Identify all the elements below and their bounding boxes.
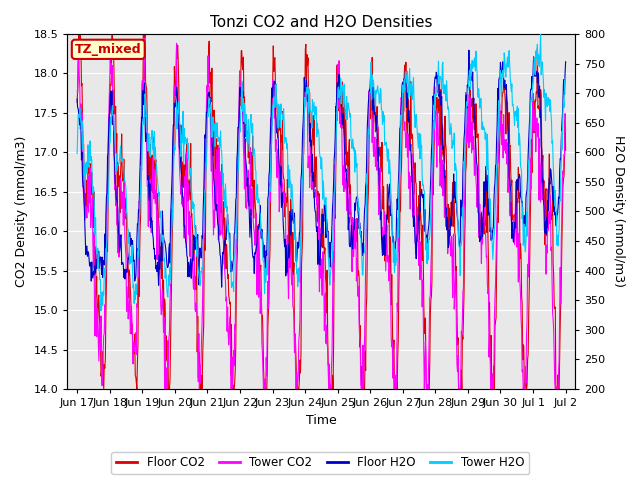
Y-axis label: CO2 Density (mmol/m3): CO2 Density (mmol/m3) xyxy=(15,136,28,287)
X-axis label: Time: Time xyxy=(306,414,337,427)
Text: TZ_mixed: TZ_mixed xyxy=(75,43,141,56)
Y-axis label: H2O Density (mmol/m3): H2O Density (mmol/m3) xyxy=(612,135,625,288)
Title: Tonzi CO2 and H2O Densities: Tonzi CO2 and H2O Densities xyxy=(210,15,433,30)
Legend: Floor CO2, Tower CO2, Floor H2O, Tower H2O: Floor CO2, Tower CO2, Floor H2O, Tower H… xyxy=(111,452,529,474)
